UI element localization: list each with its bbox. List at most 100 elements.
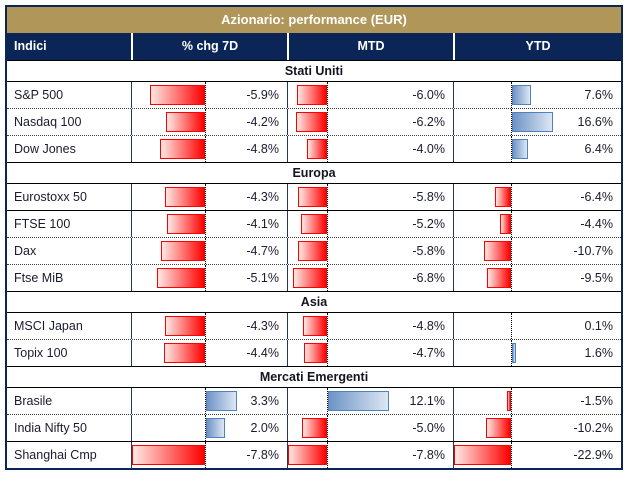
section-title: Europa: [7, 162, 621, 184]
cell-value: -5.9%: [246, 88, 279, 102]
table-row: S&P 500 -5.9% -6.0% 7.6%: [7, 82, 621, 108]
negative-databar: [288, 445, 328, 465]
cell-value: -7.8%: [246, 448, 279, 462]
cell-value: -4.1%: [246, 217, 279, 231]
value-cell: -5.1%: [131, 265, 287, 291]
performance-table: Azionario: performance (EUR) Indici % ch…: [5, 5, 623, 470]
databar-zone: [288, 313, 388, 339]
zero-axis-line: [510, 184, 512, 210]
positive-databar: [206, 391, 237, 411]
row-label: Ftse MiB: [14, 271, 64, 285]
value-cell: -10.7%: [453, 238, 621, 264]
cell-value: 7.6%: [584, 88, 614, 102]
databar-zone: [132, 238, 236, 264]
zero-axis-line: [327, 82, 329, 108]
cell-value: -4.7%: [246, 244, 279, 258]
zero-axis-line: [327, 238, 329, 264]
negative-databar: [164, 316, 206, 336]
negative-databar: [164, 187, 206, 207]
row-label: S&P 500: [14, 88, 64, 102]
databar-zone: [132, 313, 236, 339]
column-header-ytd: YTD: [453, 33, 621, 60]
databar-zone: [454, 388, 552, 414]
row-label: Nasdaq 100: [14, 115, 82, 129]
cell-value: 1.6%: [584, 346, 614, 360]
databar-zone: [132, 211, 236, 237]
negative-databar: [298, 241, 328, 261]
databar-zone: [454, 415, 552, 441]
zero-axis-line: [510, 313, 512, 339]
table-row: Topix 100 -4.4% -4.7% 1.6%: [7, 339, 621, 366]
databar-zone: [288, 82, 388, 108]
negative-databar: [132, 445, 206, 465]
databar-zone: [454, 109, 553, 135]
table-row: Nasdaq 100 -4.2% -6.2% 16.6%: [7, 108, 621, 135]
cell-value: 2.0%: [250, 421, 280, 435]
value-cell: -4.3%: [131, 313, 287, 339]
negative-databar: [303, 316, 328, 336]
value-cell: -9.5%: [453, 265, 621, 291]
cell-value: -4.3%: [246, 190, 279, 204]
negative-databar: [499, 214, 511, 234]
section-title: Stati Uniti: [7, 60, 621, 82]
cell-value: -4.3%: [246, 319, 279, 333]
negative-databar: [298, 187, 328, 207]
negative-databar: [166, 214, 206, 234]
databar-zone: [288, 136, 388, 162]
value-cell: -5.9%: [131, 82, 287, 108]
zero-axis-line: [510, 442, 512, 468]
negative-databar: [160, 139, 206, 159]
negative-databar: [297, 85, 328, 105]
zero-axis-line: [510, 211, 512, 237]
column-header-chg7d: % chg 7D: [131, 33, 287, 60]
databar-zone: [288, 340, 388, 366]
databar-zone: [454, 82, 552, 108]
zero-axis-line: [510, 388, 512, 414]
value-cell: 2.0%: [131, 415, 287, 441]
zero-axis-line: [327, 184, 329, 210]
cell-value: 12.1%: [409, 394, 445, 408]
databar-zone: [288, 388, 389, 414]
row-label: Topix 100: [14, 346, 68, 360]
zero-axis-line: [327, 109, 329, 135]
value-cell: -4.8%: [131, 136, 287, 162]
value-cell: -7.8%: [287, 442, 453, 468]
cell-value: 6.4%: [584, 142, 614, 156]
zero-axis-line: [205, 415, 207, 441]
row-label: India Nifty 50: [14, 421, 87, 435]
value-cell: -7.8%: [131, 442, 287, 468]
databar-zone: [454, 238, 552, 264]
databar-zone: [454, 442, 552, 468]
databar-zone: [288, 442, 388, 468]
zero-axis-line: [510, 265, 512, 291]
table-body: Stati Uniti S&P 500 -5.9% -6.0% 7.6% Nasdaq 1…: [7, 60, 621, 468]
zero-axis-line: [205, 388, 207, 414]
databar-zone: [132, 184, 236, 210]
row-label: FTSE 100: [14, 217, 71, 231]
table-row: Dow Jones -4.8% -4.0% 6.4%: [7, 135, 621, 162]
value-cell: 6.4%: [453, 136, 621, 162]
databar-zone: [288, 415, 388, 441]
databar-zone: [288, 109, 388, 135]
zero-axis-line: [205, 442, 207, 468]
row-label: Dow Jones: [14, 142, 76, 156]
value-cell: 0.1%: [453, 313, 621, 339]
cell-value: -22.9%: [573, 448, 613, 462]
cell-value: 0.1%: [584, 319, 614, 333]
negative-databar: [165, 112, 206, 132]
zero-axis-line: [205, 265, 207, 291]
cell-value: -4.2%: [246, 115, 279, 129]
positive-databar: [511, 112, 553, 132]
databar-zone: [288, 238, 388, 264]
row-label: Dax: [14, 244, 37, 258]
databar-zone: [454, 136, 552, 162]
zero-axis-line: [205, 238, 207, 264]
value-cell: -4.2%: [131, 109, 287, 135]
value-cell: -6.8%: [287, 265, 453, 291]
cell-value: -4.8%: [412, 319, 445, 333]
value-cell: -6.0%: [287, 82, 453, 108]
positive-databar: [328, 391, 389, 411]
cell-value: -4.4%: [246, 346, 279, 360]
cell-value: -1.5%: [580, 394, 613, 408]
value-cell: 1.6%: [453, 340, 621, 366]
